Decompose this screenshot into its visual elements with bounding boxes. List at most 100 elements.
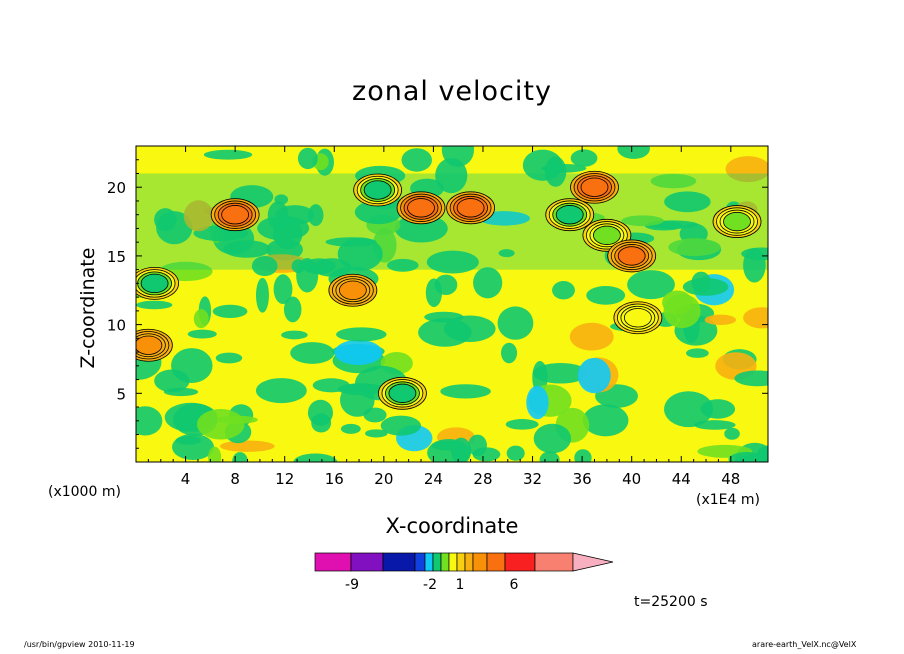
texture-blob bbox=[154, 208, 177, 232]
texture-blob bbox=[175, 435, 202, 445]
feature-2 bbox=[136, 266, 179, 300]
feature-ring bbox=[388, 383, 417, 403]
colorbar-segment bbox=[424, 552, 434, 572]
y-axis-label: Z-coordinate bbox=[77, 247, 99, 369]
texture-blob bbox=[441, 146, 475, 167]
colorbar-segment bbox=[314, 552, 352, 572]
x-tick-label: 20 bbox=[374, 470, 393, 488]
texture-blob bbox=[293, 453, 338, 462]
chart-title: zonal velocity bbox=[352, 76, 552, 107]
x-tick-label: 28 bbox=[473, 470, 492, 488]
texture-blob bbox=[627, 270, 675, 300]
texture-blob bbox=[365, 429, 388, 438]
feature-0 bbox=[378, 376, 427, 410]
plot-frame bbox=[135, 145, 769, 463]
x-tick-label: 24 bbox=[424, 470, 443, 488]
x-tick-label: 4 bbox=[181, 470, 191, 488]
texture-blob bbox=[582, 404, 629, 437]
texture-blob bbox=[700, 399, 736, 419]
texture-blob bbox=[574, 449, 592, 462]
colorbar-label: 6 bbox=[510, 577, 519, 593]
feature-12 bbox=[570, 170, 619, 204]
x-unit-label: (x1E4 m) bbox=[696, 492, 760, 508]
texture-blob bbox=[704, 314, 737, 326]
colorbar-label: -2 bbox=[423, 577, 437, 593]
texture-blob bbox=[473, 267, 503, 299]
colorbar-segment bbox=[472, 552, 488, 572]
feature-ring bbox=[580, 177, 609, 197]
feature-ring bbox=[140, 273, 169, 294]
texture-blob bbox=[387, 258, 419, 272]
x-tick-label: 32 bbox=[523, 470, 542, 488]
feature-ring bbox=[555, 205, 584, 225]
texture-blob bbox=[569, 322, 614, 351]
texture-blob bbox=[498, 249, 515, 258]
texture-blob bbox=[212, 304, 248, 318]
texture-blob bbox=[232, 452, 248, 462]
texture-blob bbox=[307, 399, 334, 426]
texture-blob bbox=[539, 451, 560, 462]
texture-blob bbox=[208, 446, 222, 462]
feature-10 bbox=[210, 198, 260, 232]
texture-blob bbox=[693, 420, 736, 430]
feature-ring bbox=[593, 225, 621, 245]
feature-9 bbox=[446, 191, 495, 225]
texture-blob bbox=[223, 240, 271, 258]
texture-blob bbox=[291, 259, 305, 274]
texture-blob bbox=[427, 439, 471, 462]
texture-blob bbox=[501, 342, 518, 364]
texture-blob bbox=[526, 385, 549, 420]
texture-blob bbox=[425, 278, 443, 308]
texture-blob bbox=[734, 370, 768, 387]
texture-blob bbox=[724, 427, 740, 440]
velocity-features bbox=[136, 170, 762, 410]
texture-blob bbox=[197, 409, 245, 440]
y-tick-label: 20 bbox=[107, 179, 126, 197]
texture-blob bbox=[136, 300, 173, 310]
texture-blob bbox=[725, 156, 768, 183]
colorbar-segment bbox=[382, 552, 416, 572]
texture-blob bbox=[340, 423, 361, 434]
texture-blob bbox=[682, 277, 729, 296]
y-axis: 5 10 15 20 bbox=[107, 159, 768, 449]
x-axis: 4 8 12 16 20 24 28 32 36 40 44 48 bbox=[147, 146, 757, 488]
texture-blob bbox=[336, 327, 387, 342]
texture-blob bbox=[570, 149, 598, 167]
colorbar-segment bbox=[440, 552, 450, 572]
texture-blob bbox=[272, 217, 303, 250]
x-tick-label: 16 bbox=[325, 470, 344, 488]
texture-blob bbox=[297, 147, 318, 170]
texture-blob bbox=[203, 149, 253, 160]
feature-ring bbox=[338, 280, 367, 300]
feature-ring bbox=[456, 198, 485, 218]
texture-blob bbox=[187, 329, 217, 339]
texture-blob bbox=[220, 440, 275, 452]
texture-blob bbox=[497, 306, 534, 340]
x-tick-label: 12 bbox=[275, 470, 294, 488]
feature-ring bbox=[723, 211, 751, 232]
texture-blob bbox=[273, 274, 293, 304]
texture-blob bbox=[302, 258, 336, 275]
colorbar-segment bbox=[464, 552, 474, 572]
feature-ring bbox=[221, 205, 250, 225]
texture-blob bbox=[380, 415, 421, 436]
y-tick-label: 10 bbox=[107, 317, 126, 335]
texture-blob bbox=[522, 149, 563, 181]
colorbar-segment bbox=[534, 552, 574, 572]
texture-blob bbox=[577, 357, 611, 394]
colorbar-arrow bbox=[572, 552, 614, 572]
feature-ring bbox=[617, 246, 646, 266]
x-tick-label: 40 bbox=[622, 470, 641, 488]
colorbar-segment bbox=[504, 552, 536, 572]
texture-blob bbox=[663, 293, 701, 329]
texture-blob bbox=[686, 348, 709, 358]
texture-blob bbox=[281, 330, 308, 340]
feature-13 bbox=[607, 239, 657, 273]
texture-blob bbox=[401, 148, 432, 172]
x-tick-label: 48 bbox=[721, 470, 740, 488]
texture-blob bbox=[283, 296, 302, 323]
x-axis-label: X-coordinate bbox=[385, 514, 519, 538]
footer-left: /usr/bin/gpview 2010-11-19 bbox=[24, 640, 135, 649]
texture-blob bbox=[533, 423, 572, 454]
